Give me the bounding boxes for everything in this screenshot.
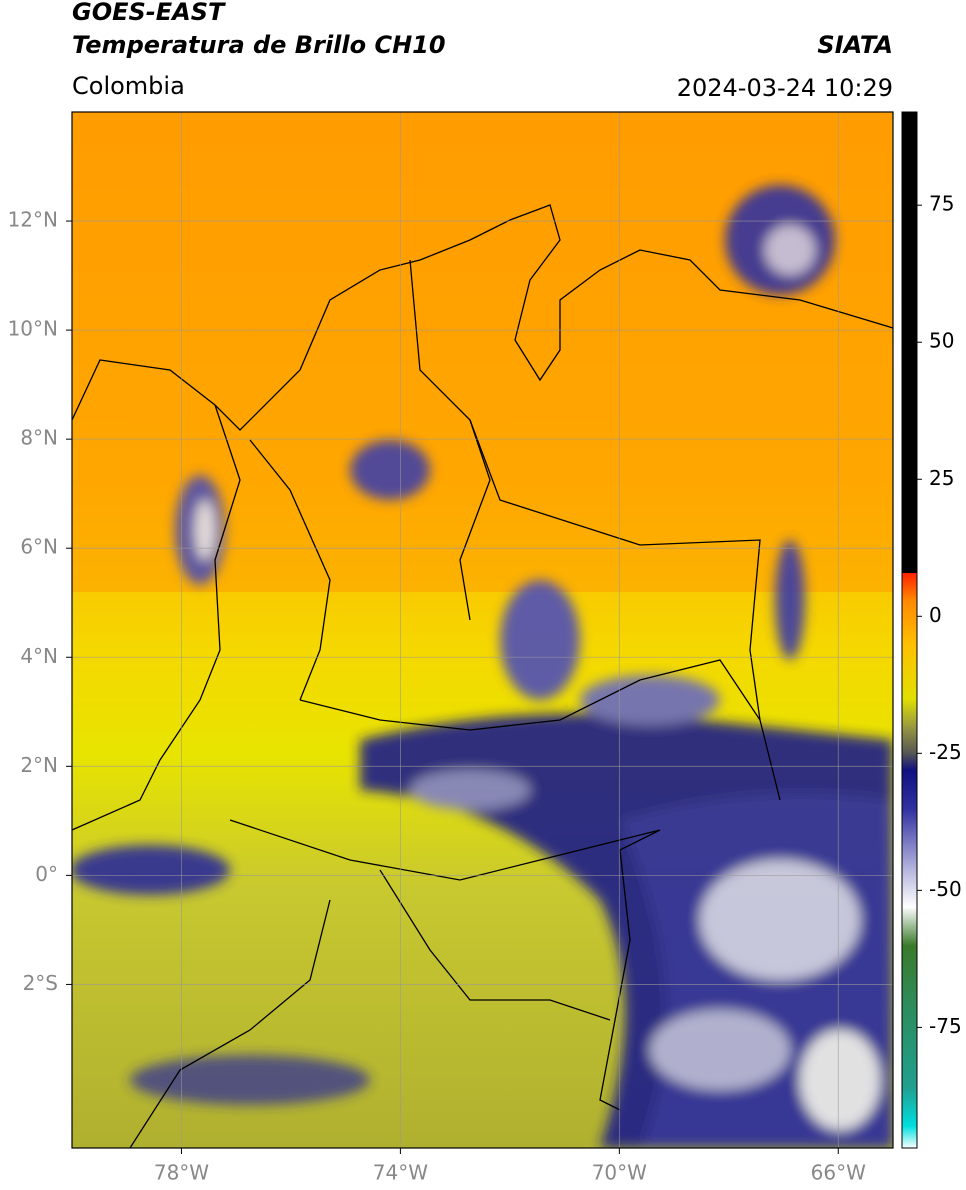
colorbar-segment	[902, 572, 917, 601]
y-tick-label: 8°N	[20, 426, 58, 450]
colorbar-segment	[902, 945, 917, 1001]
source: SIATA	[817, 31, 893, 59]
colorbar-tick-label: 25	[929, 466, 954, 490]
y-tick-label: 4°N	[20, 644, 58, 668]
y-tick-label: 6°N	[20, 535, 58, 559]
y-tick-label: 2°S	[23, 971, 58, 995]
title: GOES-EAST	[72, 0, 226, 26]
y-tick-label: 10°N	[8, 317, 58, 341]
x-tick-label: 74°W	[373, 1161, 428, 1185]
colorbar-tick-label: -50	[929, 877, 962, 901]
colorbar-segment	[902, 753, 917, 771]
colorbar-segment	[902, 906, 917, 946]
colorbar-frame	[901, 111, 918, 1149]
colorbar-tick-label: -75	[929, 1014, 962, 1038]
colorbar-segment	[902, 862, 917, 908]
colorbar-tick-label: -25	[929, 740, 962, 764]
y-tick-label: 2°N	[20, 753, 58, 777]
region: Colombia	[72, 72, 185, 100]
colorbar-segment	[902, 1000, 917, 1089]
y-tick-label: 12°N	[8, 208, 58, 232]
colorbar-segment	[902, 112, 917, 573]
x-tick-label: 70°W	[592, 1161, 647, 1185]
map-frame	[71, 111, 894, 1149]
datetime: 2024-03-24 10:29	[677, 74, 893, 102]
colorbar-tick-label: 50	[929, 329, 954, 353]
subtitle: Temperatura de Brillo CH10	[72, 31, 446, 59]
colorbar-segment	[902, 643, 917, 700]
colorbar-segment	[902, 1087, 917, 1127]
x-tick-label: 78°W	[154, 1161, 209, 1185]
colorbar-segment	[902, 1126, 917, 1149]
colorbar-tick-label: 75	[929, 192, 954, 216]
colorbar-segment	[902, 725, 917, 754]
colorbar-segment	[902, 599, 917, 645]
colorbar-segment	[902, 808, 917, 864]
colorbar-segment	[902, 769, 917, 809]
colorbar-tick-label: 0	[929, 603, 942, 627]
x-tick-label: 66°W	[811, 1161, 866, 1185]
y-tick-label: 0°	[35, 862, 58, 886]
satellite-image	[72, 112, 893, 1148]
colorbar-segment	[902, 698, 917, 727]
